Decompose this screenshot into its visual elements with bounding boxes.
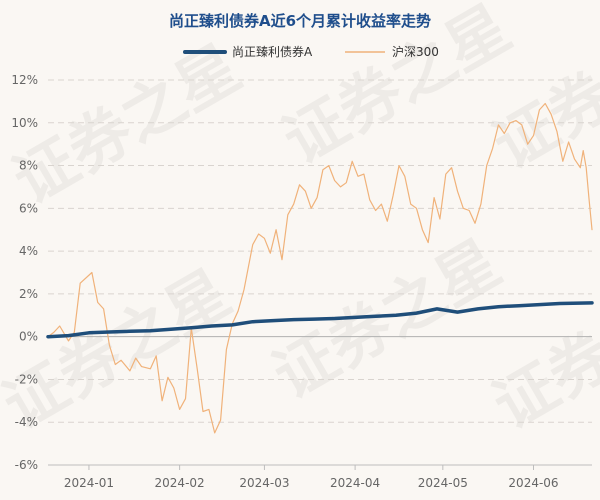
x-tick-label: 2024-05: [418, 476, 468, 490]
y-tick-label: -6%: [15, 458, 38, 472]
axis-layer: -6% -4% -2% 0% 2% 4% 6% 8% 10% 12% 2024-01 2024-02 2…: [11, 73, 592, 490]
y-tick-label: 8%: [19, 159, 38, 173]
y-tick-label: -4%: [15, 415, 38, 429]
series-layer: [46, 102, 594, 434]
y-tick-label: -2%: [15, 372, 38, 386]
x-tick-label: 2024-01: [64, 476, 114, 490]
x-tick-label: 2024-04: [330, 476, 380, 490]
watermark-text: 证券之星: [1, 31, 252, 218]
legend: 尚正臻利债券A 沪深300: [183, 44, 439, 59]
y-tick-label: 10%: [11, 116, 38, 130]
legend-label-fund: 尚正臻利债券A: [232, 44, 313, 59]
y-tick-label: 4%: [19, 244, 38, 258]
series-line-fund: [46, 301, 594, 339]
y-tick-label: 12%: [11, 73, 38, 87]
series-line-index: [47, 102, 593, 434]
y-tick-label: 0%: [19, 330, 38, 344]
grid-layer: [48, 79, 592, 466]
x-tick-label: 2024-02: [155, 476, 205, 490]
watermark-layer: 证券之星 证券之星 证券之星 证券之星 证券之星 证券之星: [0, 0, 600, 443]
legend-label-index: 沪深300: [392, 45, 439, 59]
y-tick-label: 2%: [19, 287, 38, 301]
x-tick-label: 2024-03: [239, 476, 289, 490]
y-tick-label: 6%: [19, 201, 38, 215]
chart-title: 尚正臻利债券A近6个月累计收益率走势: [169, 12, 431, 30]
x-tick-label: 2024-06: [508, 476, 558, 490]
